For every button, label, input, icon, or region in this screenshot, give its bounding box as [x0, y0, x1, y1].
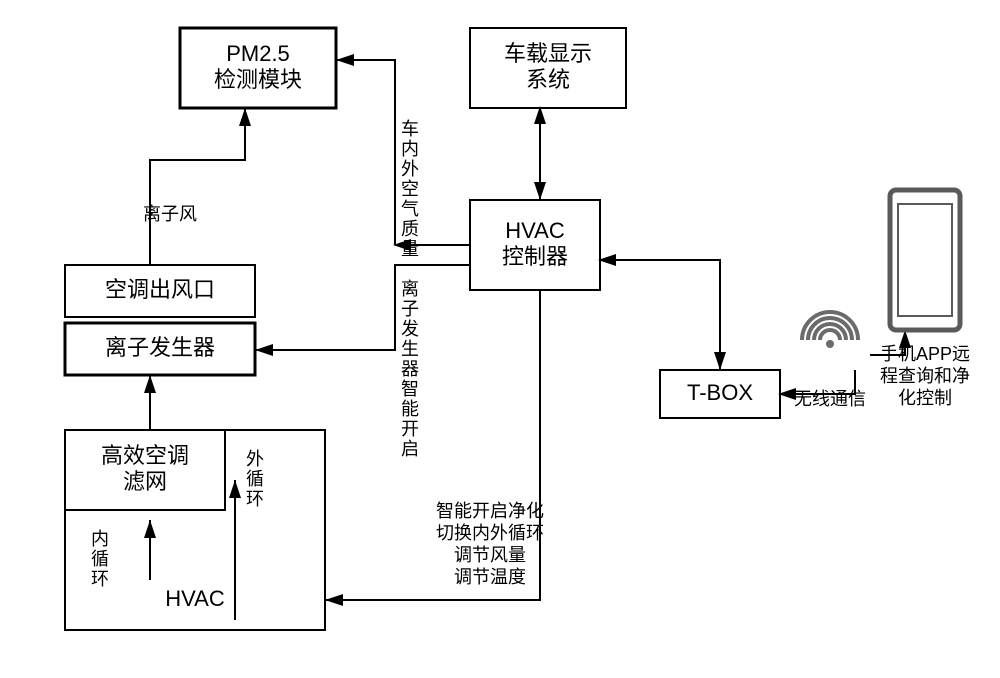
- phone-screen: [898, 204, 952, 316]
- wifi-icon: [802, 312, 858, 348]
- label-ionsmart: 启: [401, 439, 419, 459]
- label-airquality: 内: [401, 139, 419, 159]
- phone-caption: 化控制: [898, 388, 952, 408]
- pm25-label: 检测模块: [214, 67, 302, 92]
- label-airquality: 外: [401, 159, 419, 179]
- label-ionsmart: 子: [401, 299, 419, 319]
- label-ionsmart: 发: [401, 319, 419, 339]
- display-label: 车载显示: [504, 41, 592, 66]
- label-ionsmart: 器: [401, 359, 419, 379]
- label-outerloop: 外: [246, 449, 264, 469]
- hvac-label: HVAC: [165, 586, 225, 611]
- airquality-to-pm25: [336, 60, 395, 245]
- label-airquality: 车: [401, 119, 419, 139]
- label-ionsmart: 能: [401, 399, 419, 419]
- phone-caption: 程查询和净: [880, 366, 970, 386]
- label-outerloop: 循: [246, 469, 264, 489]
- label-autopure: 智能开启净化: [436, 501, 544, 521]
- label-ionsmart: 生: [401, 339, 419, 359]
- pm25-label: PM2.5: [226, 41, 290, 66]
- label-airquality: 质: [401, 219, 419, 239]
- label-ionwind: 离子风: [143, 204, 197, 224]
- label-ionsmart: 开: [401, 419, 419, 439]
- outlet-to-pm25: [150, 108, 245, 265]
- hvacCtrl-label: HVAC: [505, 218, 565, 243]
- ion-label: 离子发生器: [105, 335, 215, 360]
- display-label: 系统: [526, 67, 570, 92]
- label-autopure: 调节温度: [454, 567, 526, 587]
- ctrl-tbox-link: [600, 260, 720, 370]
- hvacCtrl-label: 控制器: [502, 244, 568, 269]
- label-autopure: 切换内外循环: [436, 523, 544, 543]
- label-wireless: 无线通信: [794, 389, 866, 409]
- filter-label: 滤网: [123, 469, 167, 494]
- outlet-label: 空调出风口: [105, 277, 215, 302]
- label-airquality: 量: [401, 239, 419, 259]
- diagram-canvas: PM2.5检测模块车载显示系统HVAC控制器空调出风口离子发生器高效空调滤网T-…: [0, 0, 1000, 678]
- label-outerloop: 环: [246, 489, 264, 509]
- ctrl-to-ion: [255, 265, 470, 350]
- filter-label: 高效空调: [101, 443, 189, 468]
- tbox-label: T-BOX: [687, 380, 753, 405]
- label-airquality: 气: [401, 199, 419, 219]
- label-ionsmart: 智: [401, 379, 419, 399]
- label-airquality: 空: [401, 179, 419, 199]
- label-innerloop: 内: [91, 529, 109, 549]
- label-innerloop: 循: [91, 549, 109, 569]
- label-ionsmart: 离: [401, 279, 419, 299]
- label-autopure: 调节风量: [454, 545, 526, 565]
- label-innerloop: 环: [91, 569, 109, 589]
- phone-caption: 手机APP远: [880, 344, 970, 364]
